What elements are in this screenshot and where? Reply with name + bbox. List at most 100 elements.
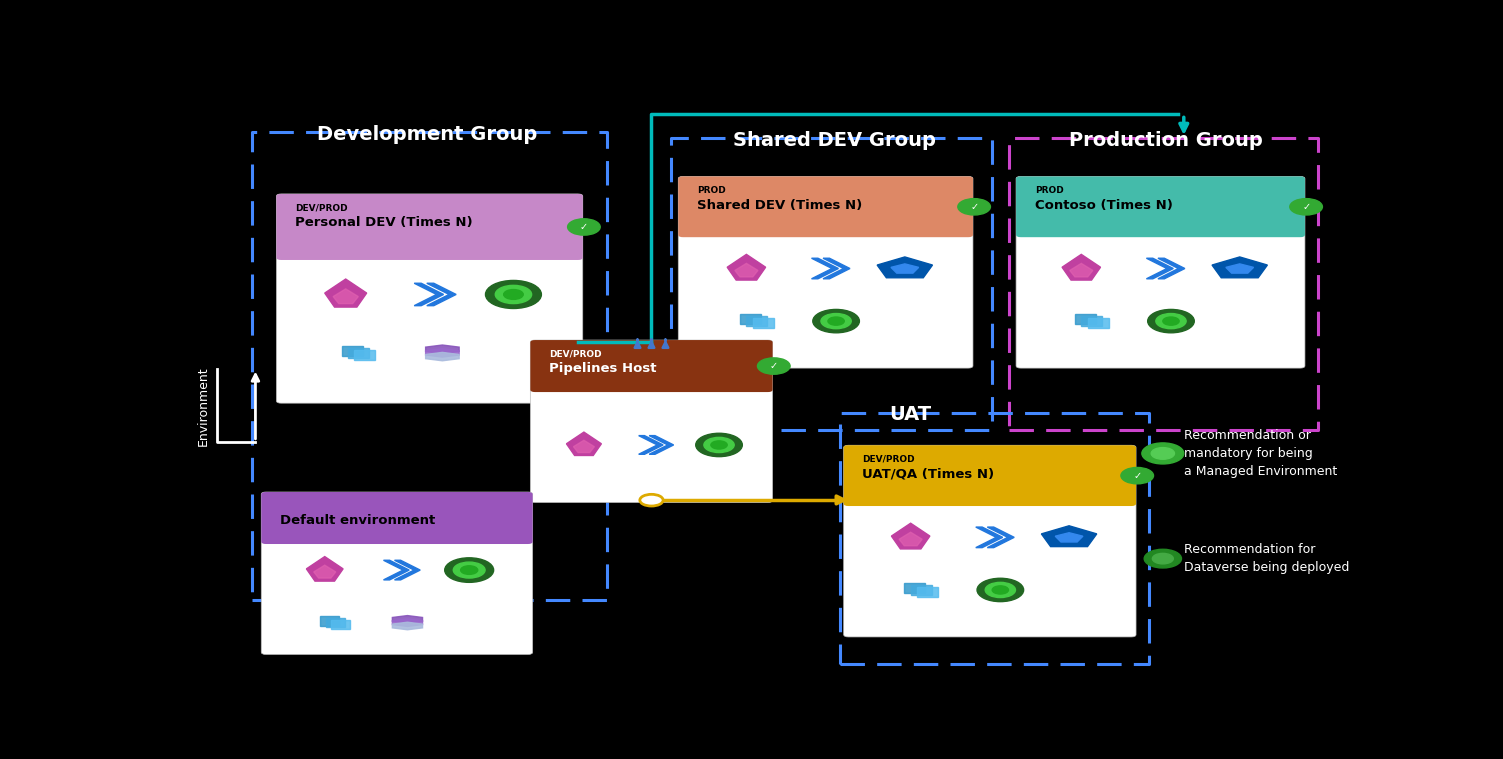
Polygon shape (1226, 264, 1254, 273)
Text: Production Group: Production Group (1070, 131, 1263, 150)
Polygon shape (332, 620, 350, 629)
Polygon shape (574, 440, 594, 452)
Polygon shape (727, 254, 765, 280)
Circle shape (1153, 553, 1174, 564)
Polygon shape (392, 622, 422, 630)
FancyBboxPatch shape (843, 446, 1136, 637)
FancyBboxPatch shape (281, 239, 579, 257)
Polygon shape (987, 527, 1015, 548)
Polygon shape (326, 618, 344, 628)
FancyBboxPatch shape (277, 194, 583, 260)
Polygon shape (1081, 316, 1102, 326)
Circle shape (485, 280, 541, 308)
Polygon shape (349, 348, 370, 358)
Text: DEV/PROD: DEV/PROD (549, 349, 601, 358)
Polygon shape (325, 279, 367, 307)
Polygon shape (891, 523, 930, 549)
Polygon shape (427, 283, 455, 306)
Text: PROD: PROD (1034, 186, 1064, 195)
Circle shape (957, 199, 990, 215)
Polygon shape (1042, 526, 1097, 546)
Text: ✓: ✓ (580, 222, 588, 232)
Circle shape (568, 219, 600, 235)
Polygon shape (975, 527, 1003, 548)
Polygon shape (1063, 254, 1100, 280)
FancyBboxPatch shape (262, 492, 532, 654)
Polygon shape (334, 289, 358, 304)
Text: ✓: ✓ (1302, 202, 1311, 212)
Circle shape (711, 441, 727, 449)
Circle shape (1163, 317, 1180, 325)
Circle shape (1121, 468, 1153, 483)
FancyBboxPatch shape (1016, 176, 1305, 368)
Polygon shape (425, 345, 458, 354)
FancyBboxPatch shape (531, 340, 773, 392)
Polygon shape (1075, 313, 1096, 324)
Circle shape (1290, 199, 1323, 215)
Text: Development Group: Development Group (317, 124, 537, 143)
FancyBboxPatch shape (678, 176, 972, 368)
Polygon shape (735, 263, 758, 277)
Circle shape (984, 582, 1016, 597)
FancyBboxPatch shape (535, 376, 768, 389)
Circle shape (696, 433, 742, 457)
Polygon shape (567, 432, 601, 455)
Polygon shape (425, 352, 458, 361)
Polygon shape (649, 436, 673, 455)
Circle shape (1151, 448, 1174, 459)
FancyBboxPatch shape (848, 487, 1132, 504)
Text: Default environment: Default environment (280, 514, 436, 528)
Polygon shape (1088, 318, 1109, 329)
Polygon shape (739, 313, 761, 324)
Circle shape (454, 562, 485, 578)
Circle shape (813, 310, 860, 332)
Text: DEV/PROD: DEV/PROD (863, 455, 915, 464)
Polygon shape (1055, 533, 1082, 542)
Polygon shape (911, 584, 932, 595)
Polygon shape (905, 583, 926, 593)
Polygon shape (1157, 258, 1184, 279)
Text: ✓: ✓ (1133, 471, 1141, 480)
Text: Pipelines Host: Pipelines Host (549, 362, 657, 375)
Circle shape (496, 285, 532, 304)
Polygon shape (341, 345, 362, 356)
FancyBboxPatch shape (277, 194, 583, 403)
Polygon shape (747, 316, 768, 326)
Text: DEV/PROD: DEV/PROD (295, 203, 347, 213)
Polygon shape (753, 318, 774, 329)
Polygon shape (415, 283, 443, 306)
Circle shape (1144, 550, 1181, 568)
Text: Recommendation for
Dataverse being deployed: Recommendation for Dataverse being deplo… (1184, 543, 1350, 574)
FancyBboxPatch shape (266, 528, 528, 542)
Circle shape (1148, 310, 1195, 332)
Text: ✓: ✓ (770, 361, 779, 371)
Circle shape (460, 565, 478, 575)
Text: Shared DEV (Times N): Shared DEV (Times N) (697, 199, 863, 212)
Circle shape (504, 289, 523, 299)
Text: Contoso (Times N): Contoso (Times N) (1034, 199, 1172, 212)
Polygon shape (394, 560, 421, 580)
Polygon shape (1147, 258, 1174, 279)
Circle shape (1156, 313, 1186, 329)
Text: Shared DEV Group: Shared DEV Group (733, 131, 936, 150)
Circle shape (758, 358, 791, 374)
Text: Environment: Environment (197, 367, 209, 446)
FancyBboxPatch shape (1016, 176, 1305, 237)
Text: ✓: ✓ (969, 202, 978, 212)
FancyBboxPatch shape (262, 492, 532, 544)
Circle shape (1142, 443, 1184, 464)
FancyBboxPatch shape (843, 446, 1136, 506)
Text: Recommendation or
mandatory for being
a Managed Environment: Recommendation or mandatory for being a … (1184, 429, 1338, 478)
Circle shape (703, 437, 733, 452)
Text: Personal DEV (Times N): Personal DEV (Times N) (295, 216, 472, 229)
FancyBboxPatch shape (682, 218, 968, 235)
Circle shape (977, 578, 1024, 602)
Text: UAT/QA (Times N): UAT/QA (Times N) (863, 468, 995, 480)
Polygon shape (639, 436, 663, 455)
FancyBboxPatch shape (1021, 218, 1300, 235)
Polygon shape (878, 257, 932, 278)
FancyBboxPatch shape (531, 340, 773, 502)
FancyBboxPatch shape (678, 176, 972, 237)
Polygon shape (314, 565, 335, 578)
Polygon shape (812, 258, 839, 279)
